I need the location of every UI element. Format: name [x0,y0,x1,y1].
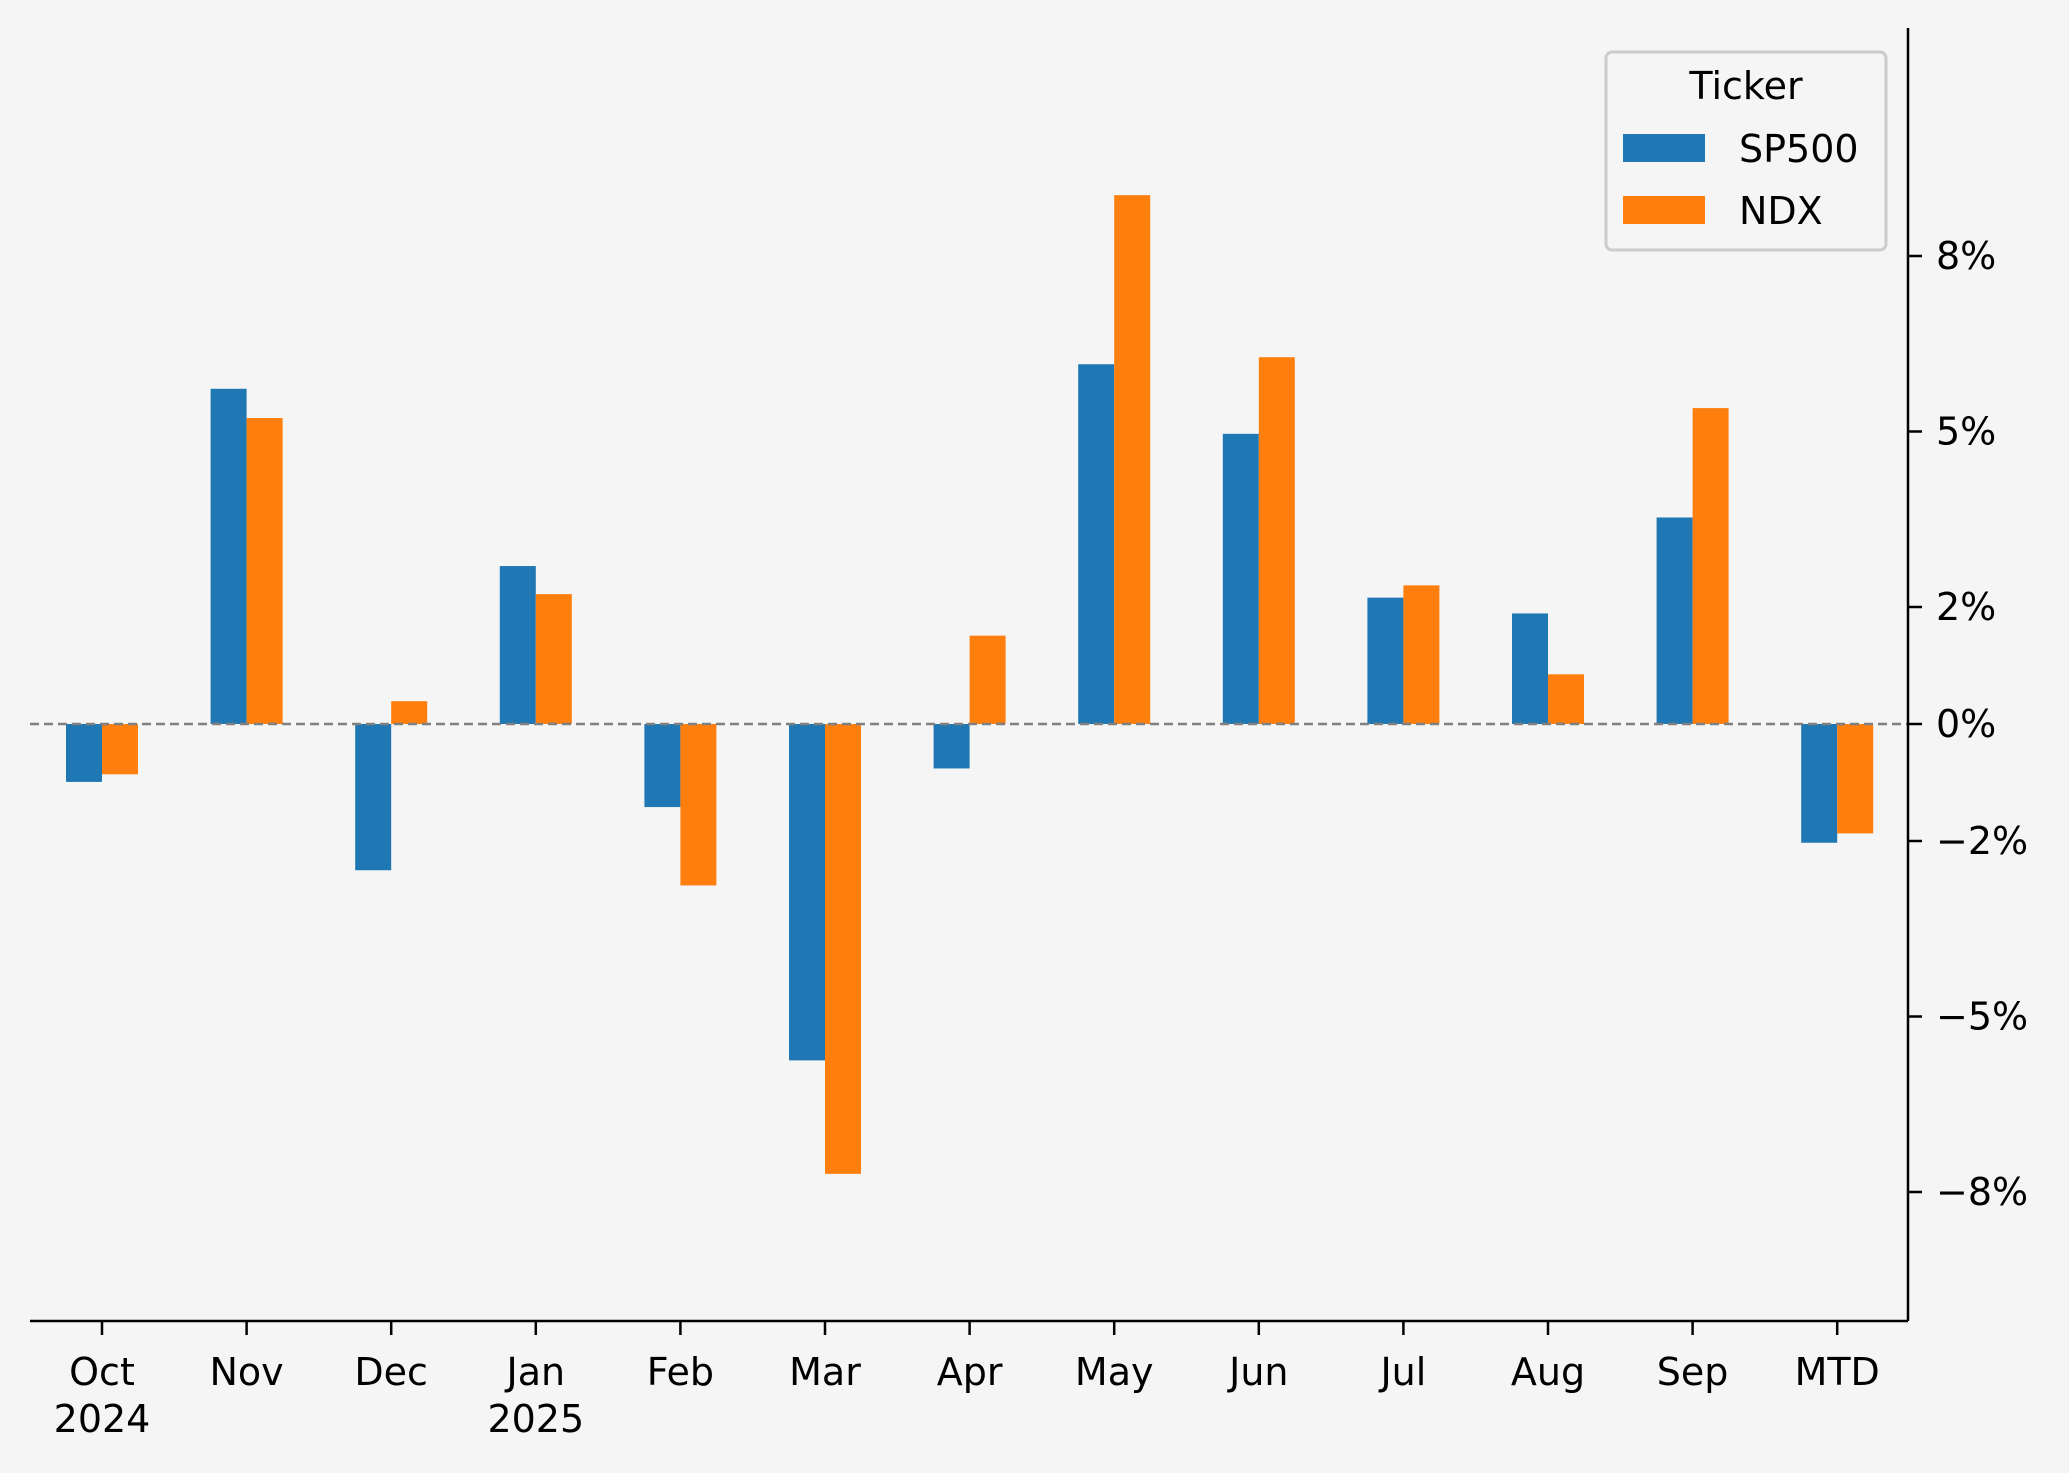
x-tick-label: Feb [647,1350,714,1394]
bar-sp500-4 [644,724,681,808]
bar-ndx-10 [1548,674,1584,724]
x-tick-label: Sep [1657,1350,1729,1394]
y-tick-label: 8% [1936,234,1996,278]
bar-sp500-0 [66,724,102,782]
y-tick-label: −5% [1936,995,2028,1039]
bar-ndx-11 [1692,408,1729,724]
legend-label-ndx: NDX [1739,189,1823,233]
bar-sp500-6 [933,724,970,769]
x-tick-label: Mar [789,1350,861,1394]
x-tick-label: Jan 2025 [487,1350,584,1441]
y-tick-label: −2% [1936,819,2028,863]
x-tick-label: MTD [1795,1350,1880,1394]
bar-sp500-10 [1512,613,1548,724]
bar-sp500-11 [1656,517,1693,724]
bar-sp500-2 [355,724,392,871]
legend-title: Ticker [1688,64,1803,108]
y-tick-label: 2% [1936,585,1996,629]
bar-sp500-12 [1801,724,1838,843]
bar-sp500-7 [1078,364,1115,724]
bar-sp500-5 [789,724,825,1061]
bar-ndx-12 [1837,724,1874,834]
bars-group [66,195,1874,1174]
x-tick-label: Oct 2024 [54,1350,151,1441]
bar-sp500-9 [1367,597,1404,724]
bar-sp500-3 [499,566,536,724]
bar-ndx-5 [825,724,861,1174]
bar-ndx-8 [1258,357,1295,724]
bar-sp500-8 [1222,433,1259,724]
x-tick-label: May [1075,1350,1154,1394]
x-axis-ticks: Oct 2024 Nov Dec Jan 2025 Feb Mar Apr May Jun Jul Au… [54,1321,1880,1441]
bar-ndx-4 [680,724,717,886]
x-tick-label: Apr [937,1350,1003,1394]
x-tick-label: Jul [1378,1350,1426,1394]
bar-sp500-1 [210,388,247,724]
legend-label-sp500: SP500 [1739,127,1859,171]
bar-ndx-2 [391,701,428,724]
y-tick-label: 5% [1936,410,1996,454]
y-tick-label: −8% [1936,1170,2028,1214]
legend-swatch-sp500 [1623,134,1705,162]
x-tick-label: Jun [1227,1350,1288,1394]
x-tick-label: Dec [354,1350,428,1394]
x-tick-label: Aug [1511,1350,1585,1394]
legend-swatch-ndx [1623,196,1705,224]
bar-ndx-9 [1403,585,1440,724]
bar-ndx-0 [102,724,138,775]
bar-ndx-3 [535,594,572,724]
y-tick-label: 0% [1936,702,1996,746]
y-axis-ticks: 8% 5% 2% 0% −2% −5% −8% [1908,234,2028,1214]
bar-ndx-1 [246,418,283,724]
bar-ndx-6 [969,635,1006,724]
legend: Ticker SP500 NDX [1604,50,1888,252]
x-tick-label: Nov [210,1350,284,1394]
bar-ndx-7 [1114,195,1151,724]
